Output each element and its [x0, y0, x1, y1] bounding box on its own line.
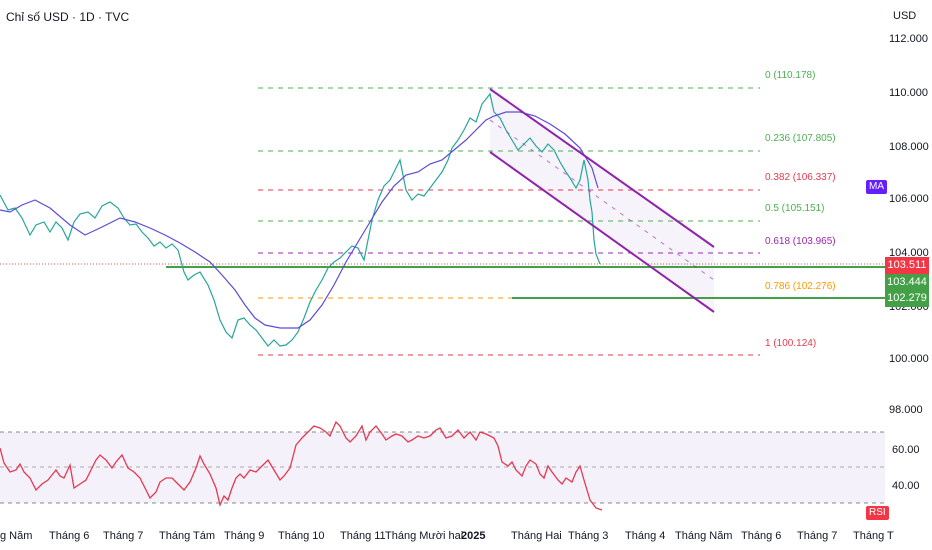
fib-label-0382: 0.382 (106.337)	[765, 172, 836, 183]
price-tick: 98.000	[889, 404, 923, 416]
channel-lower-line[interactable]	[489, 151, 715, 313]
support-price-tag-2: 102.279	[885, 290, 929, 307]
chart-title: Chỉ số USD · 1D · TVC	[6, 10, 130, 24]
candles	[0, 92, 601, 347]
price-tick: 110.000	[889, 87, 928, 99]
price-tick: 112.000	[889, 33, 928, 45]
time-tick: Tháng 7	[103, 530, 144, 542]
price-tick: 100.000	[889, 353, 929, 365]
rsi-indicator-badge[interactable]: RSI	[866, 506, 889, 520]
price-tick: 104.000	[889, 247, 929, 259]
time-tick: Tháng 6	[741, 530, 782, 542]
time-tick: Tháng 7	[797, 530, 838, 542]
ma-indicator-badge[interactable]: MA	[866, 180, 887, 194]
time-tick: Tháng Hai	[511, 530, 562, 542]
price-tick: 108.000	[889, 141, 929, 153]
last-price-tag: 103.511	[885, 257, 929, 274]
time-tick: Tháng Năm	[675, 530, 733, 542]
support-price-tag-1: 103.444	[885, 274, 929, 291]
time-tick: Tháng 4	[625, 530, 666, 542]
rsi-tick: 40.00	[892, 480, 920, 492]
ma-line	[0, 111, 599, 329]
rsi-tick: 60.00	[892, 444, 920, 456]
fib-label-0618: 0.618 (103.965)	[765, 236, 836, 247]
channel-fill	[490, 89, 714, 312]
fib-label-0: 0 (110.178)	[765, 70, 816, 81]
time-tick: Tháng 10	[278, 530, 325, 542]
time-tick: Tháng 3	[568, 530, 609, 542]
fib-label-1: 1 (100.124)	[765, 338, 817, 349]
fib-label-0786: 0.786 (102.276)	[765, 281, 836, 292]
time-tick: Tháng 11	[340, 530, 386, 542]
time-tick: Tháng Tám	[159, 530, 216, 542]
currency-label: USD	[893, 10, 917, 22]
rsi-line	[0, 420, 603, 511]
time-tick: Tháng T	[853, 530, 894, 542]
fibonacci-retracement[interactable]	[258, 87, 760, 356]
fib-label-05: 0.5 (105.151)	[765, 203, 825, 214]
time-tick-year: 2025	[461, 530, 486, 542]
time-tick: g Năm	[0, 530, 33, 542]
fib-label-0236: 0.236 (107.805)	[765, 133, 836, 144]
time-tick: Tháng 6	[49, 530, 90, 542]
time-tick: Tháng 9	[224, 530, 265, 542]
price-tick: 106.000	[889, 193, 929, 205]
channel-upper-line[interactable]	[489, 88, 715, 248]
time-tick: Tháng Mười hai	[385, 530, 464, 542]
